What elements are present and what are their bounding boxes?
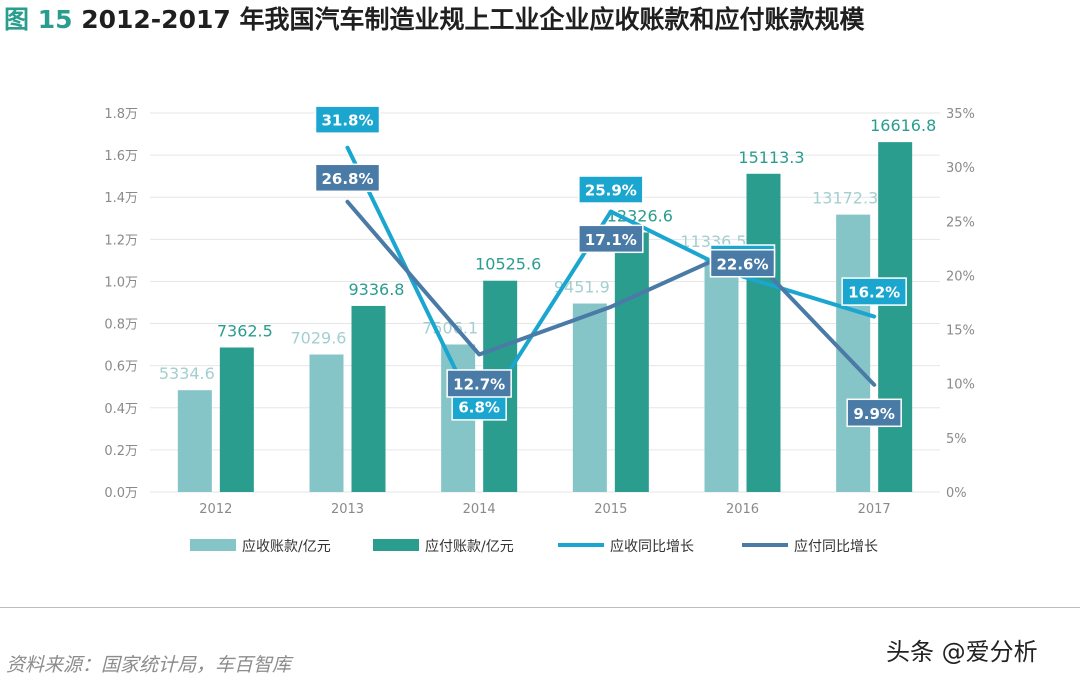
left-tick-label: 0.4万 <box>104 402 138 417</box>
x-tick-label: 2014 <box>463 502 496 517</box>
bar-value-label: 16616.8 <box>870 116 936 135</box>
payable-bar <box>351 305 386 492</box>
title-text: 2012-2017 年我国汽车制造业规上工业企业应收账款和应付账款规模 <box>81 5 865 34</box>
legend-label: 应付账款/亿元 <box>425 538 514 555</box>
source-note: 资料来源：国家统计局，车百智库 <box>6 654 292 676</box>
growth-label: 12.7% <box>453 375 505 393</box>
growth-label: 25.9% <box>585 182 637 200</box>
growth-label: 26.8% <box>321 170 373 188</box>
left-tick-label: 0.8万 <box>104 318 138 333</box>
left-tick-label: 0.6万 <box>104 360 138 375</box>
watermark: 头条 @爱分析 <box>886 638 1038 666</box>
right-axis: 0% 5% 10% 15% 20% 25% 30% 35% <box>946 107 975 501</box>
growth-label-badge <box>709 249 776 278</box>
receivable-bar <box>177 390 212 492</box>
left-tick-label: 0.2万 <box>104 444 138 459</box>
growth-label: 6.8% <box>458 398 500 416</box>
x-tick-label: 2012 <box>199 502 232 517</box>
x-tick-label: 2017 <box>858 502 891 517</box>
figure-label: 图 15 <box>4 5 73 34</box>
growth-label-badge <box>446 369 512 398</box>
growth-labels: 31.8%6.8%25.9%19.9%16.2%26.8%12.7%17.1%2… <box>314 105 907 428</box>
payable-bar <box>878 142 913 493</box>
legend-swatch <box>373 539 419 551</box>
bar-value-label: 15113.3 <box>738 148 804 167</box>
growth-label-badge <box>578 175 644 204</box>
bar-value-label: 7029.6 <box>291 329 347 348</box>
growth-label-badge <box>314 163 381 193</box>
chart: 0.0万 0.2万 0.4万 0.6万 0.8万 1.0万 1.2万 1.4万 1.6万 1.8万… <box>104 105 975 555</box>
payable-bar <box>219 347 254 492</box>
left-tick-label: 1.2万 <box>104 233 138 248</box>
growth-label-badge <box>841 277 907 306</box>
growth-label: 31.8% <box>321 112 373 130</box>
left-axis: 0.0万 0.2万 0.4万 0.6万 0.8万 1.0万 1.2万 1.4万 1.6万 1.8万 <box>104 107 138 501</box>
growth-label: 16.2% <box>848 284 900 302</box>
receivable-bar <box>572 303 607 492</box>
receivable-bar <box>309 354 344 492</box>
growth-label: 22.6% <box>716 255 768 273</box>
payable-bar <box>614 232 649 492</box>
right-tick-label: 5% <box>946 432 967 447</box>
x-tick-label: 2016 <box>726 502 759 517</box>
receivable-bar <box>704 257 739 492</box>
left-tick-label: 1.0万 <box>104 275 138 290</box>
right-tick-label: 15% <box>946 324 975 339</box>
bar-value-label: 13172.3 <box>812 189 878 208</box>
growth-lines <box>345 145 877 421</box>
bar-value-label: 7362.5 <box>217 322 273 341</box>
bar-labels: 5334.67029.67506.19451.911336.513172.373… <box>159 116 936 383</box>
left-tick-label: 1.6万 <box>104 149 138 164</box>
legend: 应收账款/亿元 应付账款/亿元 应收同比增长 应付同比增长 <box>190 538 878 555</box>
x-tick-label: 2015 <box>594 502 627 517</box>
legend-label: 应收同比增长 <box>610 538 694 555</box>
payable-bar <box>746 173 781 492</box>
bar-value-label: 5334.6 <box>159 364 215 383</box>
right-tick-label: 35% <box>946 107 975 122</box>
growth-label-badge <box>578 224 644 254</box>
left-tick-label: 0.0万 <box>104 486 138 501</box>
right-tick-label: 20% <box>946 269 975 284</box>
left-tick-label: 1.4万 <box>104 191 138 206</box>
bar-value-label: 10525.6 <box>475 255 541 274</box>
right-tick-label: 30% <box>946 161 975 176</box>
footer-divider <box>0 607 1080 608</box>
legend-swatch <box>190 539 236 551</box>
left-tick-label: 1.8万 <box>104 107 138 122</box>
right-tick-label: 10% <box>946 378 975 393</box>
bar-value-label: 9336.8 <box>349 280 405 299</box>
bar-value-label: 12326.6 <box>607 206 673 225</box>
growth-label: 9.9% <box>853 405 895 423</box>
growth-label-badge <box>314 105 381 134</box>
x-axis: 2012 2013 2014 2015 2016 2017 <box>199 502 890 517</box>
legend-label: 应付同比增长 <box>794 538 878 555</box>
gridlines <box>150 112 940 493</box>
receivable-growth-line <box>345 145 877 421</box>
payable-growth-line <box>345 199 877 387</box>
chart-title: 图 15 2012-2017 年我国汽车制造业规上工业企业应收账款和应付账款规模 <box>4 0 864 36</box>
growth-label-badge <box>846 398 902 428</box>
right-tick-label: 25% <box>946 215 975 230</box>
legend-label: 应收账款/亿元 <box>242 538 331 555</box>
x-tick-label: 2013 <box>331 502 364 517</box>
growth-label: 17.1% <box>585 231 637 249</box>
right-tick-label: 0% <box>946 486 967 501</box>
